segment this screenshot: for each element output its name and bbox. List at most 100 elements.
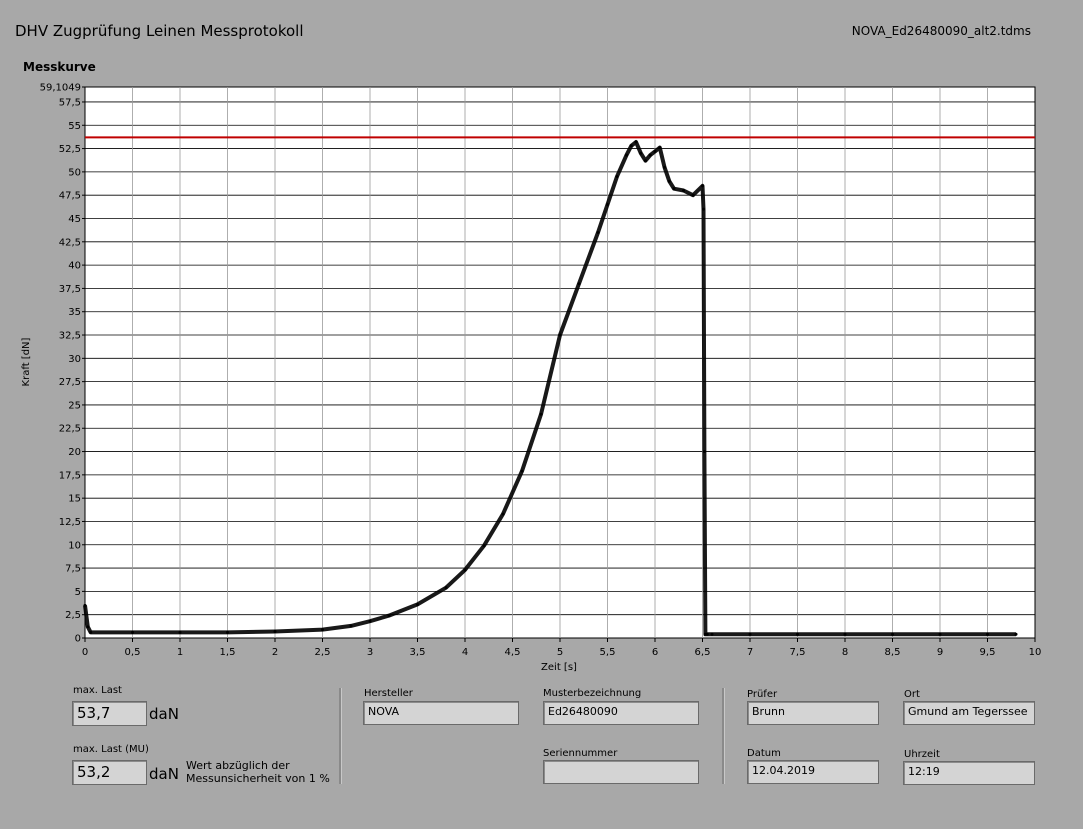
y-tick-label: 17,5 [59,470,81,481]
data-point [387,614,391,618]
data-point [615,175,619,179]
data-point [682,189,685,193]
data-point [83,603,87,607]
x-tick-label: 5,5 [600,647,616,658]
y-tick-label: 10 [68,540,81,551]
page-title: DHV Zugprüfung Leinen Messprotokoll [15,22,304,40]
y-tick-label: 57,5 [59,97,81,108]
y-ticks: 02,557,51012,51517,52022,52527,53032,535… [40,83,85,645]
x-tick-label: 9 [937,647,943,658]
data-point [644,159,647,163]
x-tick-label: 1 [177,647,183,658]
data-point [273,629,277,633]
y-tick-label: 40 [68,261,81,272]
data-point [349,624,353,628]
y-tick-label: 42,5 [59,237,81,248]
y-tick-label: 30 [68,354,81,365]
x-tick-label: 7,5 [790,647,806,658]
serial-number-field [543,760,699,784]
x-tick-label: 0,5 [125,647,141,658]
series [83,140,1018,637]
y-tick-label: 0 [75,634,81,645]
data-point [226,630,229,634]
time-label: Uhrzeit [904,749,940,760]
data-point [705,632,709,636]
model-label: Musterbezeichnung [543,688,642,699]
data-point [368,619,372,623]
location-label: Ort [904,689,920,700]
date-label: Datum [747,748,781,759]
data-point [416,602,419,606]
x-tick-label: 3,5 [410,647,426,658]
data-point [710,632,714,636]
data-point [131,630,134,634]
x-tick-label: 1,5 [220,647,236,658]
examiner-field: Brunn [747,701,879,725]
y-tick-label: 2,5 [65,610,81,621]
file-name: NOVA_Ed26480090_alt2.tdms [851,24,1031,38]
data-point [701,207,705,211]
data-point [701,184,704,188]
x-tick-label: 4 [462,647,468,658]
data-point [634,140,638,144]
model-field: Ed26480090 [543,701,699,725]
note-line-2: Messunsicherheit von 1 % [186,772,330,785]
x-tick-label: 8 [842,647,848,658]
x-tick-label: 10 [1029,647,1042,658]
y-tick-label: 50 [68,167,81,178]
divider [722,688,725,784]
max-load-unit: daN [149,705,179,723]
data-point [658,146,662,150]
data-point [625,153,628,157]
y-tick-label: 37,5 [59,284,81,295]
data-point [463,568,467,572]
y-tick-label: 47,5 [59,191,81,202]
examiner-label: Prüfer [747,689,778,700]
x-tick-label: 6,5 [695,647,711,658]
data-point [629,144,633,148]
data-point [444,586,448,590]
y-tick-label: 7,5 [65,564,81,575]
x-tick-label: 2 [272,647,278,658]
chart: 02,557,51012,51517,52022,52527,53032,535… [21,83,1042,674]
max-load-label: max. Last [73,685,122,696]
time-field: 12:19 [903,761,1035,785]
max-load-mu-value: 53,2 [72,760,147,785]
data-point [321,628,324,632]
data-point [667,179,671,183]
x-tick-label: 8,5 [885,647,901,658]
data-point [748,632,752,636]
data-point [663,165,666,169]
data-point [178,630,182,634]
y-tick-label: 20 [68,447,81,458]
y-tick-label: 5 [75,587,81,598]
chart-section-title: Messkurve [23,60,96,74]
max-load-mu-unit: daN [149,765,179,783]
data-point [501,512,505,516]
data-point [577,282,581,286]
data-point [653,149,657,153]
y-tick-label: 59,1049 [40,83,81,94]
y-tick-label: 55 [68,121,81,132]
y-tick-label: 22,5 [59,424,81,435]
grid [85,87,1035,638]
data-point [986,632,989,636]
data-point [639,151,643,155]
data-point [520,469,524,473]
data-point [843,632,847,636]
data-point [691,193,695,197]
x-tick-label: 6 [652,647,658,658]
data-point [86,625,90,629]
note-line-1: Wert abzüglich der [186,759,290,772]
y-tick-label: 12,5 [59,517,81,528]
y-tick-label: 15 [68,494,81,505]
data-point [648,153,652,157]
max-load-value: 53,7 [72,701,147,726]
x-tick-label: 9,5 [980,647,996,658]
manufacturer-label: Hersteller [364,688,413,699]
data-point [482,544,486,548]
y-axis-label: Kraft [dN] [21,337,32,386]
x-tick-label: 4,5 [505,647,521,658]
max-load-mu-label: max. Last (MU) [73,744,149,755]
data-point [539,412,543,416]
